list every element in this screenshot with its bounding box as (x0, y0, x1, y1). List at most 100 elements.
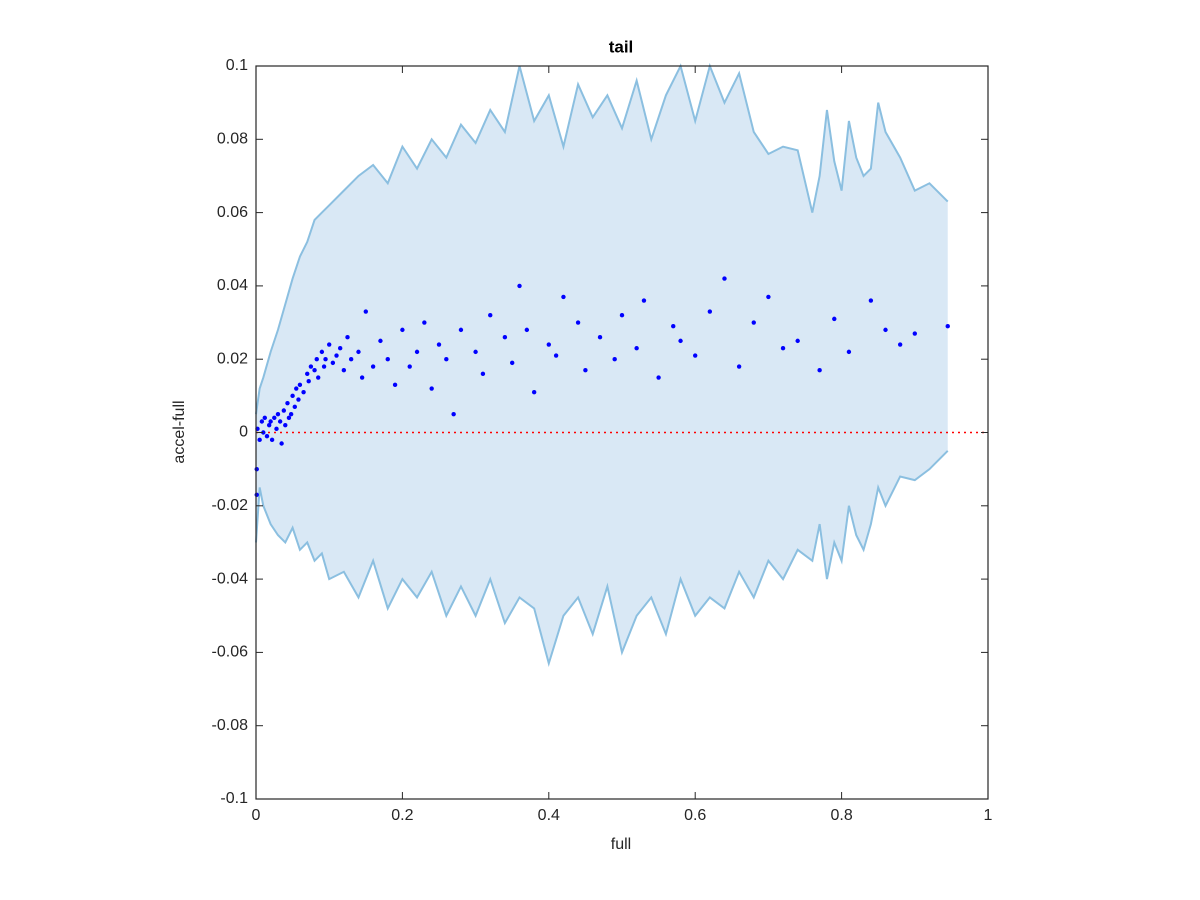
scatter-point (422, 320, 427, 325)
scatter-point (414, 349, 420, 355)
scatter-point (323, 357, 328, 362)
y-tick-label: 0.02 (217, 350, 248, 367)
y-tick-label: -0.02 (212, 497, 249, 514)
scatter-point (436, 342, 442, 347)
scatter-point (306, 378, 311, 384)
scatter-point (330, 360, 336, 366)
scatter-point (502, 335, 508, 340)
scatter-point (517, 283, 522, 289)
scatter-point (561, 294, 566, 300)
scatter-point (400, 327, 405, 333)
scatter-point (736, 364, 742, 369)
y-tick-label: -0.06 (212, 644, 249, 661)
scatter-point (945, 324, 950, 329)
scatter-point (288, 411, 294, 417)
scatter-point (597, 335, 603, 340)
x-tick-label: 0.6 (684, 807, 706, 824)
scatter-point (275, 411, 281, 417)
scatter-point (283, 422, 288, 428)
scatter-point (264, 433, 270, 439)
chart-title: tail (609, 37, 634, 56)
scatter-point (612, 357, 617, 362)
scatter-point (319, 349, 325, 355)
scatter-point (883, 327, 888, 333)
scatter-point (254, 492, 259, 498)
scatter-point (266, 422, 272, 428)
scatter-point (575, 320, 581, 325)
scatter-point (429, 386, 434, 391)
scatter-point (257, 437, 262, 443)
scatter-point (363, 309, 368, 314)
scatter-point (305, 371, 310, 377)
scatter-point (488, 313, 493, 318)
y-tick-label: 0.1 (226, 57, 248, 74)
scatter-point (268, 419, 273, 424)
scatter-point (722, 276, 727, 281)
x-tick-label: 1 (984, 807, 993, 824)
scatter-point (846, 349, 852, 355)
scatter-point (359, 375, 365, 380)
x-tick-label: 0 (252, 807, 261, 824)
scatter-point (451, 411, 456, 417)
scatter-point (546, 342, 551, 347)
scatter-point (553, 353, 559, 358)
scatter-point (301, 389, 306, 395)
scatter-point (292, 404, 297, 410)
scatter-point (385, 357, 390, 362)
scatter-point (279, 441, 284, 446)
x-axis-label: full (611, 836, 631, 853)
scatter-point (356, 349, 361, 355)
scatter-point (348, 357, 354, 362)
y-axis-label: accel-full (171, 400, 188, 463)
scatter-point (751, 320, 756, 325)
scatter-point (296, 397, 301, 402)
scatter-point (262, 415, 267, 421)
scatter-point (334, 353, 339, 358)
scatter-point (297, 382, 303, 388)
y-tick-label: 0.08 (217, 131, 248, 148)
scatter-point (254, 466, 259, 472)
scatter-point (458, 327, 464, 333)
scatter-point (583, 367, 588, 373)
scatter-point (290, 393, 295, 399)
scatter-point (345, 335, 350, 340)
y-tick-label: 0.04 (217, 277, 248, 294)
scatter-point (473, 349, 478, 355)
scatter-point (780, 346, 786, 351)
y-tick-label: -0.1 (220, 790, 248, 807)
scatter-point (634, 346, 639, 351)
scatter-point (261, 430, 266, 435)
scatter-point (510, 360, 515, 366)
scatter-point (407, 364, 412, 369)
scatter-point (531, 389, 537, 395)
scatter-point (912, 331, 917, 336)
scatter-point (286, 415, 292, 421)
scatter-point (524, 327, 530, 333)
scatter-point (314, 357, 319, 362)
y-tick-label: 0 (239, 424, 248, 441)
x-tick-label: 0.4 (538, 807, 560, 824)
plot-area (254, 62, 988, 668)
y-tick-label: -0.08 (212, 717, 249, 734)
scatter-point (832, 316, 837, 322)
scatter-point (316, 375, 321, 380)
scatter-point (308, 364, 314, 369)
scatter-point (444, 357, 449, 362)
x-tick-label: 0.8 (830, 807, 852, 824)
band-fill (256, 66, 948, 664)
scatter-point (619, 313, 625, 318)
scatter-point (312, 367, 317, 373)
band-lower-line (255, 450, 949, 668)
scatter-point (272, 415, 277, 421)
x-tick-label: 0.2 (391, 807, 413, 824)
scatter-point (327, 342, 332, 347)
scatter-point (656, 375, 661, 380)
scatter-point (285, 400, 290, 406)
scatter-point (378, 338, 383, 344)
scatter-point (897, 342, 903, 347)
scatter-point (281, 408, 287, 413)
scatter-point (641, 298, 647, 303)
scatter-point (868, 298, 874, 303)
scatter-point (795, 338, 800, 344)
